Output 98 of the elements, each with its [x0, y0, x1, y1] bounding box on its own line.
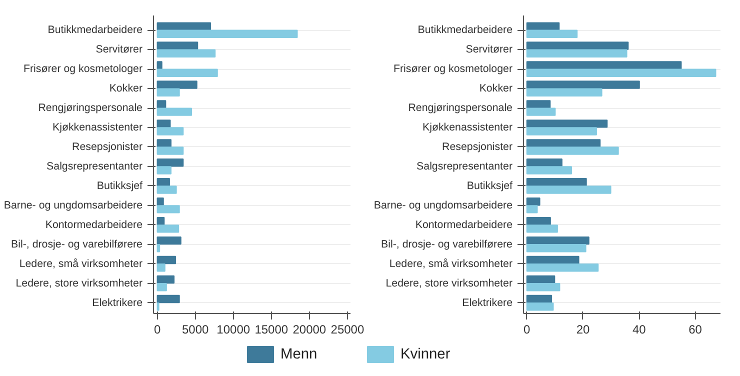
bar	[156, 186, 177, 194]
bar	[526, 294, 552, 304]
bar	[156, 283, 167, 292]
bar	[156, 68, 218, 77]
bar	[156, 224, 180, 233]
bar	[156, 178, 170, 186]
y-tick-label: Butikksjef	[96, 180, 143, 192]
bar	[526, 146, 619, 155]
bar	[526, 158, 562, 167]
bar	[526, 80, 640, 89]
bar	[526, 42, 629, 50]
bar	[526, 120, 608, 128]
bar	[156, 108, 192, 116]
y-tick-label: Resepsjonister	[72, 140, 143, 153]
bar	[156, 166, 172, 174]
bar	[526, 166, 572, 174]
y-tick-label: Frisører og kosmetologer	[23, 63, 143, 76]
y-tick-label: Ledere, store virksomheter	[386, 277, 513, 290]
y-tick-label: Kjøkkenassistenter	[52, 121, 143, 134]
y-tick-label: Salgsrepresentanter	[416, 160, 513, 172]
x-tick-label: 0	[524, 322, 531, 336]
x-tick-label: 60	[688, 322, 702, 336]
bar	[526, 264, 599, 272]
bar	[156, 244, 160, 252]
y-tick-label: Ledere, små virksomheter	[389, 258, 513, 270]
bar	[156, 61, 162, 70]
y-tick-label: Ledere, små virksomheter	[19, 258, 143, 270]
y-tick-label: Rengjøringspersonale	[38, 102, 143, 114]
y-tick-label: Resepsjonister	[442, 140, 513, 153]
bar	[526, 244, 586, 252]
x-tick-label: 25000	[330, 322, 364, 336]
bar	[156, 88, 180, 96]
x-tick-label: 40	[632, 322, 646, 336]
y-tick-label: Bil-, drosje- og varebilførere	[11, 238, 143, 250]
bar	[526, 139, 601, 148]
x-tick-label: 10000	[216, 322, 250, 336]
bar	[526, 30, 578, 38]
bar	[526, 224, 558, 233]
x-tick-label: 5000	[182, 322, 210, 336]
legend-label: Menn	[280, 346, 318, 362]
bar	[156, 30, 298, 38]
bar	[156, 80, 198, 89]
bar	[526, 22, 560, 30]
bar	[526, 236, 590, 245]
x-tick-label: 0	[154, 322, 161, 336]
x-tick-label: 15000	[254, 322, 288, 336]
bar	[156, 127, 184, 136]
bar	[156, 205, 180, 214]
bar	[156, 146, 184, 155]
bar	[156, 294, 180, 304]
y-tick-label: Rengjøringspersonale	[408, 102, 513, 114]
bar	[156, 158, 184, 167]
bar	[526, 88, 602, 96]
bar	[526, 108, 556, 116]
y-tick-label: Servitører	[96, 44, 143, 56]
y-tick-label: Salgsrepresentanter	[46, 160, 143, 172]
bar	[156, 139, 172, 148]
bar	[526, 49, 628, 58]
bar	[156, 236, 182, 245]
x-tick-label: 20000	[292, 322, 326, 336]
bar	[156, 256, 176, 264]
bar	[156, 49, 216, 58]
y-tick-label: Elektrikere	[462, 296, 513, 309]
bar	[526, 216, 551, 226]
x-tick-label: 20	[576, 322, 590, 336]
bar	[526, 61, 682, 70]
bar	[526, 205, 538, 214]
bar	[156, 275, 175, 284]
bar	[156, 197, 164, 206]
y-tick-label: Barne- og ungdomsarbeidere	[374, 199, 513, 212]
bar	[526, 68, 716, 77]
y-tick-label: Kontormedarbeidere	[45, 218, 143, 231]
bar	[156, 22, 212, 30]
legend-label: Kvinner	[400, 346, 450, 362]
y-tick-label: Frisører og kosmetologer	[393, 63, 513, 76]
y-tick-label: Butikkmedarbeidere	[48, 24, 143, 36]
y-tick-label: Bil-, drosje- og varebilførere	[381, 238, 513, 250]
y-tick-label: Kontormedarbeidere	[415, 218, 513, 231]
bar	[526, 127, 597, 136]
bar	[526, 302, 554, 311]
bar	[526, 256, 580, 264]
bar	[526, 197, 540, 206]
y-tick-label: Barne- og ungdomsarbeidere	[4, 199, 143, 212]
bar	[526, 178, 587, 186]
y-tick-label: Kokker	[479, 82, 513, 95]
y-tick-label: Kokker	[109, 82, 143, 95]
y-tick-label: Elektrikere	[92, 296, 143, 309]
y-tick-label: Ledere, store virksomheter	[16, 277, 143, 290]
bar	[526, 275, 556, 284]
bar	[156, 42, 198, 50]
y-tick-label: Servitører	[466, 44, 513, 56]
y-tick-label: Butikksjef	[466, 180, 513, 192]
bar	[526, 100, 551, 108]
y-tick-label: Butikkmedarbeidere	[418, 24, 513, 36]
bar	[156, 264, 166, 272]
bar	[526, 283, 560, 292]
bar	[526, 186, 612, 194]
y-tick-label: Kjøkkenassistenter	[422, 121, 513, 134]
